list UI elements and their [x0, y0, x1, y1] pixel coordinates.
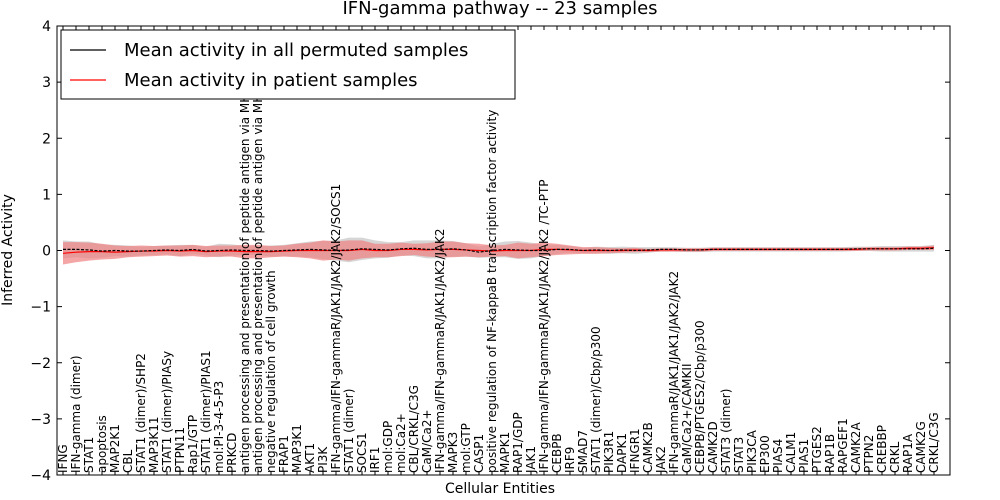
x-tick-label: CASP1	[472, 434, 486, 473]
x-tick-label: RAP1/GDP	[511, 412, 525, 473]
x-tick-label: MAP2K1	[108, 424, 122, 473]
x-tick-label: PIAS1	[797, 439, 811, 473]
x-tick-label: STAT1 (dimer)/SHP2	[134, 353, 148, 473]
x-tick-label: STAT1 (dimer)/PIASy	[160, 351, 174, 473]
x-category-labels: IFNG IFN-gamma (dimer) STAT1 apoptosis MAP2K…	[56, 41, 941, 474]
x-tick-label: CAMK2D	[706, 421, 720, 473]
x-tick-label: CBL	[121, 449, 135, 473]
y-tick-label: −2	[30, 356, 51, 372]
x-tick-label: mol:PI-3-4-5-P3	[212, 381, 226, 473]
x-tick-label: PTPN11	[173, 427, 187, 473]
x-tick-label: RAP1B	[823, 434, 837, 473]
x-tick-label: apoptosis	[95, 415, 109, 473]
x-tick-label: PTPN2	[862, 435, 876, 473]
x-tick-label: STAT3 (dimer)	[719, 389, 733, 473]
chart-title: IFN-gamma pathway -- 23 samples	[342, 0, 657, 19]
x-tick-label: DAPK1	[615, 433, 629, 473]
x-tick-label: CAMK2A	[849, 422, 863, 473]
y-axis-label: Inferred Activity	[0, 194, 16, 306]
x-tick-label: MAPK3	[446, 432, 460, 473]
x-tick-label: Rap1/GTP	[186, 415, 200, 473]
x-tick-label: EP300	[758, 435, 772, 473]
x-tick-label: IFNGR1	[628, 428, 642, 473]
x-tick-label: PIK3R1	[602, 431, 616, 473]
x-tick-label: IRF1	[368, 447, 382, 473]
x-tick-label: AKT1	[303, 443, 317, 473]
x-tick-label: CREBBP	[875, 425, 889, 473]
x-axis-label: Cellular Entities	[445, 481, 555, 497]
x-tick-label: mol:Ca2+	[394, 413, 408, 473]
x-tick-label: IFN-gamma/IFN-gammaR/JAK1/JAK2/JAK2 /TC-…	[537, 179, 551, 473]
x-tick-label: antigen processing and presentation of p…	[238, 44, 252, 473]
x-tick-label: JAK1	[524, 446, 538, 474]
y-tick-label: 4	[42, 19, 51, 35]
y-tick-label: 1	[42, 187, 51, 203]
legend-entry-patient: Mean activity in patient samples	[124, 70, 418, 91]
x-tick-label: CBL/CRKL/C3G	[407, 385, 421, 473]
series-lines	[62, 247, 935, 254]
x-tick-label: MAP3K1	[290, 424, 304, 473]
x-tick-label: CaM/Ca2+	[420, 409, 434, 473]
x-tick-label: STAT1 (dimer)/PIAS1	[199, 350, 213, 473]
legend: Mean activity in all permuted samples Me…	[60, 29, 516, 100]
y-tick-label: −1	[30, 300, 51, 316]
y-tick-label: 2	[42, 131, 51, 147]
x-tick-label: IRF9	[563, 447, 577, 473]
x-tick-label: IFN-gamma/IFN-gammaR/JAK1/JAK2/JAK2/SOCS…	[329, 184, 343, 473]
x-tick-label: STAT3	[732, 437, 746, 473]
x-tick-label: CEBPB/PTGES2/Cbp/p300	[693, 320, 707, 473]
x-tick-label: CRKL/C3G	[927, 412, 941, 473]
x-tick-label: RAPGEF1	[836, 418, 850, 473]
x-tick-label: CAMK2G	[914, 421, 928, 473]
x-tick-label: IFN-gamma/IFN-gammaR/JAK1/JAK2/JAK2	[433, 228, 447, 473]
x-tick-label: positive regulation of NF-kappaB transcr…	[485, 110, 499, 473]
band-patient	[63, 240, 934, 265]
x-tick-label: STAT1	[82, 437, 96, 473]
x-tick-label: PI3K	[316, 446, 330, 473]
x-tick-label: CEBPB	[550, 433, 564, 473]
x-tick-label: PTGES2	[810, 426, 824, 473]
x-tick-label: FRAP1	[277, 435, 291, 473]
x-tick-label: SMAD7	[576, 430, 590, 473]
y-tick-label: 3	[42, 75, 51, 91]
y-tick-label: 0	[42, 244, 51, 260]
x-tick-label: CALM1	[784, 432, 798, 473]
x-tick-label: PIAS4	[771, 439, 785, 473]
x-tick-label: CAMK2B	[641, 422, 655, 473]
x-tick-label: STAT1 (dimer)	[342, 389, 356, 473]
x-tick-label: mol:GDP	[381, 421, 395, 473]
x-tick-label: STAT1 (dimer)/Cbp/p300	[589, 326, 603, 473]
x-tick-label: MAP3K11	[147, 416, 161, 473]
x-tick-label: SOCS1	[355, 432, 369, 473]
x-tick-label: PRKCD	[225, 433, 239, 473]
x-tick-label: IFNG	[56, 444, 70, 473]
x-tick-label: PIK3CA	[745, 429, 759, 473]
x-tick-label: RAP1A	[901, 433, 915, 473]
x-tick-label: JAK2	[654, 446, 668, 474]
y-tick-label: −3	[30, 412, 51, 428]
x-tick-label: CRKL	[888, 441, 902, 473]
plot-frame	[56, 25, 951, 476]
legend-entry-permuted: Mean activity in all permuted samples	[124, 40, 468, 61]
legend-box	[60, 29, 516, 100]
line-permuted	[63, 247, 935, 253]
x-tick-label: antigen processing and presentation of p…	[251, 41, 265, 473]
y-tick-labels: −4 −3 −2 −1 0 1 2 3 4	[30, 19, 51, 484]
x-tick-label: mol:GTP	[459, 423, 473, 473]
x-tick-label: IFN-gammaR/JAK1/JAK1/JAK2/JAK2	[667, 271, 681, 473]
x-tick-label: IFN-gamma (dimer)	[69, 355, 83, 473]
confidence-bands	[63, 237, 934, 265]
y-tick-label: −4	[30, 468, 51, 484]
x-tick-label: CaM/Ca2+/CAMKII	[680, 364, 694, 473]
x-tick-label: MAPK1	[498, 432, 512, 473]
x-tick-label: negative regulation of cell growth	[264, 270, 278, 473]
